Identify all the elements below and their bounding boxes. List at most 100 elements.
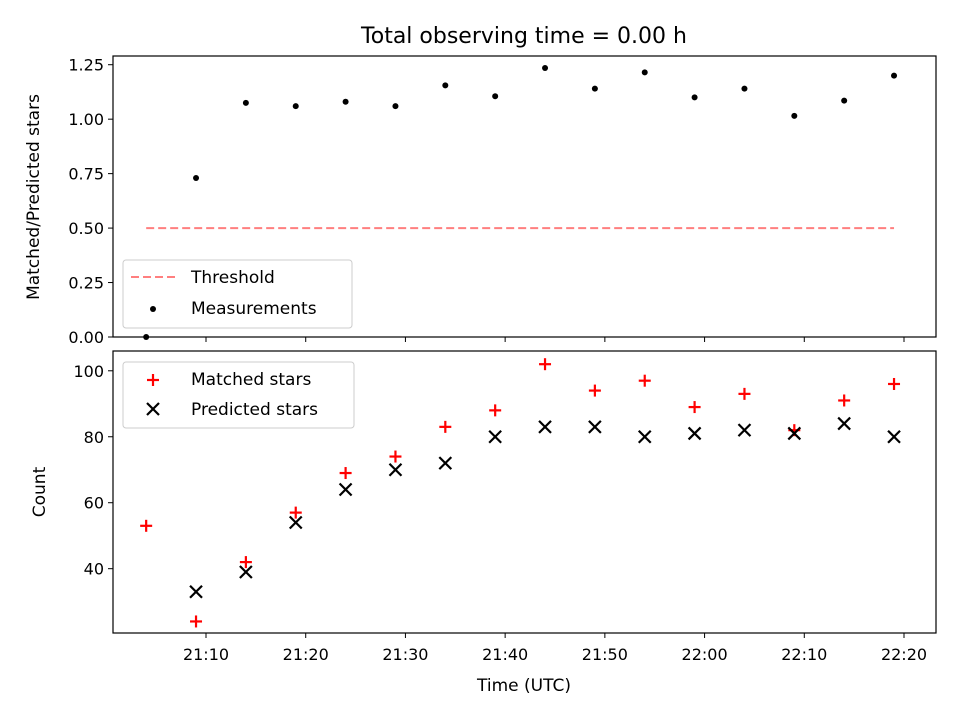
matched-stars-point (888, 377, 901, 390)
legend-matched-label: Matched stars (191, 370, 311, 390)
predicted-stars-point (637, 429, 652, 444)
predicted-stars-point (189, 584, 203, 599)
ratio-y-tick-label: 1.25 (68, 56, 104, 75)
matched-stars-point (190, 615, 203, 628)
matched-stars-point (588, 384, 601, 397)
predicted-stars-point (288, 515, 303, 530)
measurement-point (392, 103, 399, 110)
measurement-point (641, 69, 648, 76)
measurement-point (342, 98, 349, 105)
measurement-point (492, 93, 499, 100)
x-tick-label: 21:10 (183, 645, 229, 664)
predicted-stars-point-b (288, 515, 303, 530)
matched-stars-point (738, 387, 751, 400)
count-legend: Matched stars Predicted stars (122, 361, 355, 429)
measurement-point (891, 72, 898, 79)
predicted-stars-point-b (737, 423, 752, 437)
measurement-point (841, 97, 848, 104)
measurement-point (442, 82, 449, 89)
count-marks (140, 358, 901, 628)
predicted-stars-point (887, 429, 901, 444)
matched-stars-point (489, 404, 502, 417)
measurement-point (292, 103, 299, 110)
ratio-marks (143, 64, 898, 340)
count-legend-box (122, 361, 355, 429)
matched-stars-point (389, 450, 402, 463)
x-tick-label: 21:30 (382, 645, 428, 664)
predicted-stars-point (787, 426, 802, 441)
ratio-y-axis-label: Matched/Predicted stars (24, 94, 44, 300)
measurement-point (193, 174, 200, 181)
x-tick-label: 21:40 (482, 645, 528, 664)
count-y-tick-label: 80 (84, 428, 104, 447)
ratio-x-ticks (205, 337, 905, 342)
ratio-y-tick-label: 0.00 (68, 328, 104, 347)
count-y-axis-label: Count (30, 466, 50, 517)
chart-title: Total observing time = 0.00 h (360, 24, 687, 49)
predicted-stars-point-b (189, 584, 203, 599)
predicted-stars-point-b (488, 429, 502, 444)
predicted-stars-point-b (239, 565, 253, 579)
x-tick-label: 21:50 (582, 645, 628, 664)
count-x-ticks: 21:10 21:20 21:30 21:40 21:50 22:00 22:10 22:20 (183, 633, 927, 664)
predicted-stars-point (837, 416, 851, 431)
matched-stars-point (339, 467, 352, 480)
predicted-stars-point-b (887, 429, 901, 444)
predicted-stars-point (388, 462, 403, 477)
ratio-plot-area (112, 55, 937, 338)
count-plot-area (112, 350, 937, 634)
ratio-y-tick-label: 0.25 (68, 274, 104, 293)
matched-stars-point (140, 519, 153, 532)
matched-stars-point (638, 374, 651, 387)
x-tick-label: 22:10 (781, 645, 827, 664)
matched-stars-point (688, 401, 701, 414)
measurement-point (791, 112, 798, 119)
ratio-panel: Matched/Predicted stars 0.00 0.25 0.50 0.75… (24, 55, 937, 347)
predicted-stars-point-b (787, 426, 802, 441)
measurement-point (741, 85, 748, 92)
legend-matched-swatch (147, 374, 159, 386)
predicted-stars-point (488, 429, 502, 444)
predicted-stars-point-b (388, 462, 403, 477)
x-tick-label: 22:20 (881, 645, 927, 664)
predicted-stars-point (588, 420, 602, 434)
count-y-tick-label: 40 (84, 560, 104, 579)
x-axis-label: Time (UTC) (476, 676, 571, 696)
predicted-stars-point (737, 423, 752, 437)
predicted-stars-point-b (538, 420, 552, 434)
ratio-y-tick-label: 1.00 (68, 110, 104, 129)
ratio-y-ticks: 0.00 0.25 0.50 0.75 1.00 1.25 (68, 56, 113, 347)
measurement-point (591, 85, 598, 92)
count-panel: Count 40 60 80 100 21:10 21:20 21:30 21:40 21:5… (30, 350, 937, 664)
predicted-stars-point (438, 456, 453, 470)
predicted-stars-point-b (588, 420, 602, 434)
predicted-stars-point (687, 426, 702, 441)
matched-stars-point (539, 358, 552, 371)
legend-measurements-swatch (150, 306, 156, 312)
matched-stars-point (289, 506, 302, 519)
legend-predicted-swatch (146, 402, 160, 416)
legend-predicted-label: Predicted stars (191, 400, 318, 420)
x-tick-label: 21:20 (283, 645, 329, 664)
measurement-point (143, 334, 150, 340)
count-y-ticks: 40 60 80 100 (73, 362, 113, 579)
predicted-stars-point (538, 420, 552, 434)
ratio-legend-box (122, 259, 353, 329)
predicted-stars-point-b (338, 482, 353, 497)
legend-threshold-label: Threshold (190, 268, 275, 288)
count-y-tick-label: 100 (73, 362, 104, 381)
measurement-point (542, 64, 549, 71)
predicted-stars-point-b (837, 416, 851, 431)
matched-stars-point (838, 394, 851, 407)
ratio-y-tick-label: 0.50 (68, 219, 104, 238)
ratio-y-tick-label: 0.75 (68, 165, 104, 184)
predicted-stars-point-b (637, 429, 652, 444)
measurement-point (691, 94, 698, 101)
predicted-stars-point (239, 565, 253, 579)
predicted-stars-point-b (687, 426, 702, 441)
legend-measurements-label: Measurements (191, 299, 317, 319)
predicted-stars-point-b (438, 456, 453, 470)
ratio-legend: Threshold Measurements (122, 259, 353, 329)
count-y-tick-label: 60 (84, 494, 104, 513)
